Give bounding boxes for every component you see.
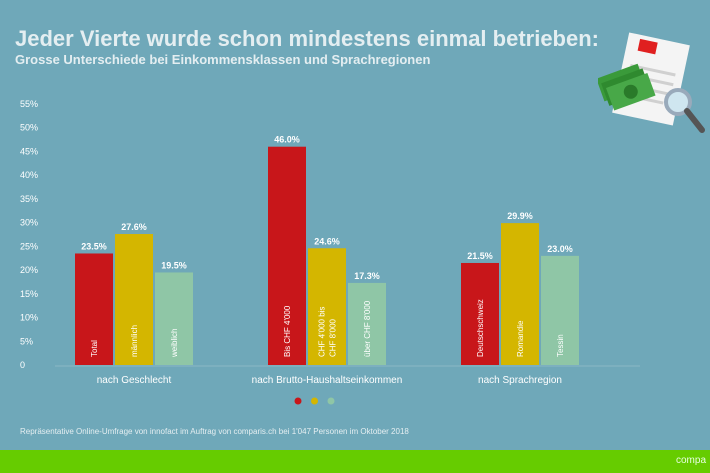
legend-dot	[327, 397, 335, 405]
bar-category-label: CHF 8'000	[329, 318, 338, 357]
bar	[75, 253, 113, 365]
bar-category-label: Deutschschweiz	[476, 299, 485, 357]
bar-value-label: 19.5%	[161, 260, 187, 270]
bar-chart: 0 5% 10% 15% 20% 25% 30% 35% 40% 45% 50% 55% 23.5% To…	[20, 99, 640, 405]
bar-category-label: Bis CHF 4'000	[283, 305, 292, 357]
bar-value-label: 23.0%	[547, 244, 573, 254]
group-label: nach Geschlecht	[97, 375, 172, 386]
bar-category-label: Romandie	[516, 320, 525, 357]
y-tick-label: 5%	[20, 336, 33, 346]
legend-dot	[311, 397, 318, 405]
bar	[348, 282, 386, 365]
bar	[155, 272, 193, 365]
chart-subtitle: Grosse Unterschiede bei Einkommensklasse…	[15, 52, 431, 67]
bar	[501, 223, 539, 365]
bar	[461, 262, 499, 365]
bar-value-label: 21.5%	[467, 251, 493, 261]
bar	[308, 248, 346, 365]
bar	[268, 146, 306, 365]
source-note: Repräsentative Online-Umfrage von innofa…	[20, 427, 409, 436]
y-tick-label: 10%	[20, 313, 38, 323]
y-tick-label: 35%	[20, 194, 38, 204]
money-document-magnifier-icon	[598, 32, 705, 133]
y-tick-label: 40%	[20, 170, 38, 180]
y-tick-label: 55%	[20, 99, 38, 109]
bar-category-label: männlich	[130, 325, 139, 357]
brand-logo-text: compa	[675, 455, 706, 466]
bar	[115, 234, 153, 365]
group-label: nach Brutto-Haushaltseinkommen	[252, 375, 403, 386]
y-tick-label: 20%	[20, 265, 38, 275]
bar-category-label: CHF 4'000 bis	[318, 307, 327, 357]
bar-value-label: 27.6%	[121, 222, 147, 232]
y-tick-label: 50%	[20, 123, 38, 133]
bar-category-label: über CHF 8'000	[363, 300, 372, 357]
bar-value-label: 29.9%	[507, 211, 533, 221]
bar-category-label: Tessin	[556, 334, 565, 357]
y-tick-label: 15%	[20, 289, 38, 299]
y-tick-label: 45%	[20, 146, 38, 156]
legend-dot	[294, 397, 302, 405]
group-label: nach Sprachregion	[478, 375, 562, 386]
bar	[541, 255, 579, 365]
bar-value-label: 23.5%	[81, 241, 107, 251]
bar-category-label: Total	[90, 340, 99, 357]
y-tick-label: 0	[20, 360, 25, 370]
chart-title: Jeder Vierte wurde schon mindestens einm…	[15, 26, 599, 51]
bar-category-label: weiblich	[170, 329, 179, 358]
bar-value-label: 46.0%	[274, 135, 300, 145]
y-tick-label: 30%	[20, 218, 38, 228]
footer-band	[0, 450, 710, 473]
y-tick-label: 25%	[20, 241, 38, 251]
bar-value-label: 24.6%	[314, 236, 340, 246]
bar-value-label: 17.3%	[354, 271, 380, 281]
